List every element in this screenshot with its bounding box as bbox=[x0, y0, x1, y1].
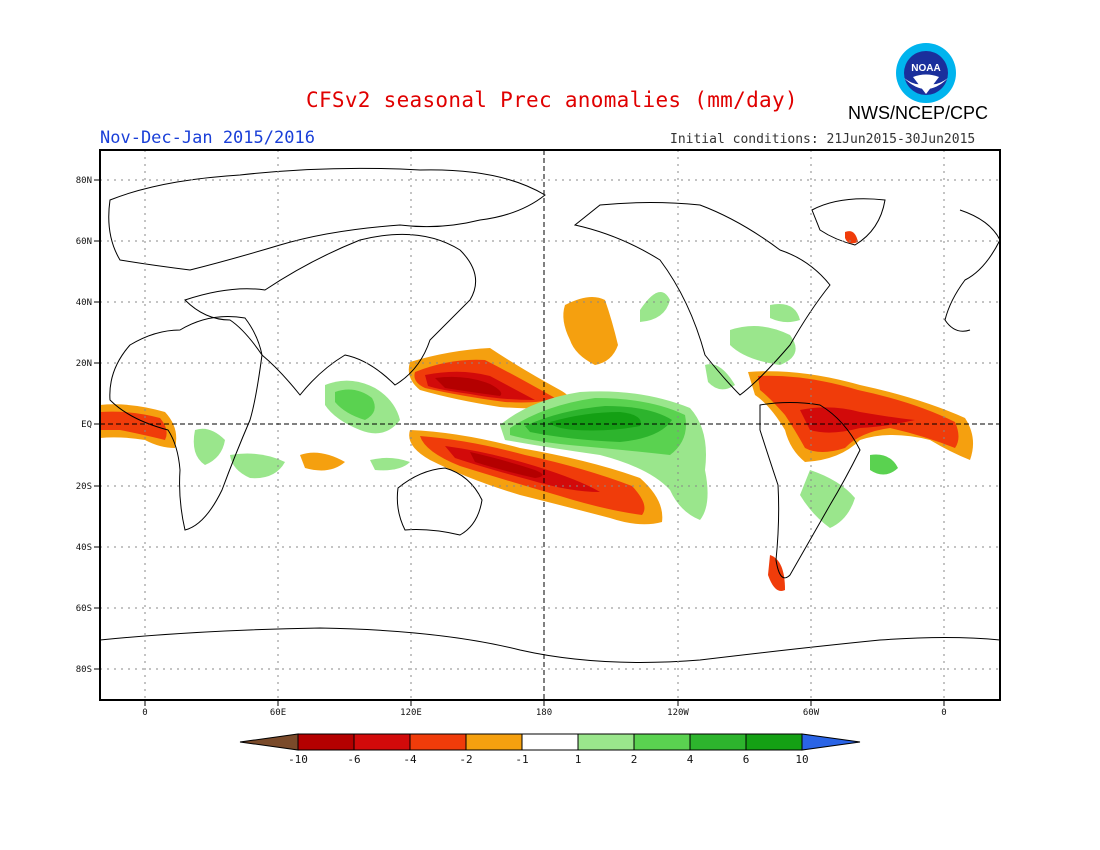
colorbar: -10 -6 -4 -2 -1 1 2 4 6 10 bbox=[239, 733, 861, 766]
lon-label: 180 bbox=[536, 708, 552, 718]
colorbar-label: -10 bbox=[288, 753, 308, 766]
colorbar-segment bbox=[297, 733, 355, 751]
longitude-labels: 0 60E 120E 180 120W 60W 0 bbox=[142, 708, 946, 718]
colorbar-label: 1 bbox=[575, 753, 582, 766]
lon-label: 120E bbox=[400, 708, 422, 718]
lat-label: EQ bbox=[81, 420, 92, 430]
colorbar-segment bbox=[521, 733, 579, 751]
colorbar-label: -4 bbox=[403, 753, 417, 766]
colorbar-label: 6 bbox=[743, 753, 750, 766]
reference-lines bbox=[100, 150, 1000, 700]
colorbar-label: 10 bbox=[795, 753, 808, 766]
lat-label: 80N bbox=[76, 176, 92, 186]
colorbar-segment bbox=[465, 733, 523, 751]
anomaly-shading bbox=[100, 231, 974, 591]
colorbar-segment bbox=[689, 733, 747, 751]
colorbar-label: 2 bbox=[631, 753, 638, 766]
initial-conditions: Initial conditions: 21Jun2015-30Jun2015 bbox=[670, 132, 976, 147]
logo-text: NOAA bbox=[911, 63, 940, 74]
colorbar-label: -6 bbox=[347, 753, 360, 766]
lon-label: 0 bbox=[142, 708, 147, 718]
lat-label: 80S bbox=[76, 665, 92, 675]
colorbar-segment bbox=[409, 733, 467, 751]
colorbar-arrow-high bbox=[801, 733, 861, 751]
map-title: CFSv2 seasonal Prec anomalies (mm/day) bbox=[306, 88, 798, 112]
latitude-labels: 80N 60N 40N 20N EQ 20S 40S 60S 80S bbox=[76, 176, 92, 675]
lat-label: 20S bbox=[76, 482, 92, 492]
map-frame bbox=[99, 149, 1001, 701]
lat-label: 60N bbox=[76, 237, 92, 247]
lon-label: 0 bbox=[941, 708, 946, 718]
noaa-logo-icon: NOAA bbox=[896, 43, 956, 103]
colorbar-segment bbox=[577, 733, 635, 751]
lat-label: 40S bbox=[76, 543, 92, 553]
lon-label: 60W bbox=[803, 708, 820, 718]
colorbar-segment bbox=[745, 733, 803, 751]
lon-label: 60E bbox=[270, 708, 286, 718]
agency-label: NWS/NCEP/CPC bbox=[848, 103, 989, 123]
forecast-period: Nov-Dec-Jan 2015/2016 bbox=[100, 128, 315, 148]
colorbar-label: -1 bbox=[515, 753, 528, 766]
colorbar-arrow-low bbox=[239, 733, 299, 751]
colorbar-segment bbox=[353, 733, 411, 751]
map-gridlines bbox=[100, 150, 1000, 700]
colorbar-label: 4 bbox=[687, 753, 694, 766]
coastlines bbox=[100, 167, 1000, 663]
lon-label: 120W bbox=[667, 708, 689, 718]
lat-label: 40N bbox=[76, 298, 92, 308]
colorbar-segment bbox=[633, 733, 691, 751]
lat-label: 60S bbox=[76, 604, 92, 614]
colorbar-label: -2 bbox=[459, 753, 472, 766]
axis-ticks bbox=[94, 179, 945, 706]
lat-label: 20N bbox=[76, 359, 92, 369]
